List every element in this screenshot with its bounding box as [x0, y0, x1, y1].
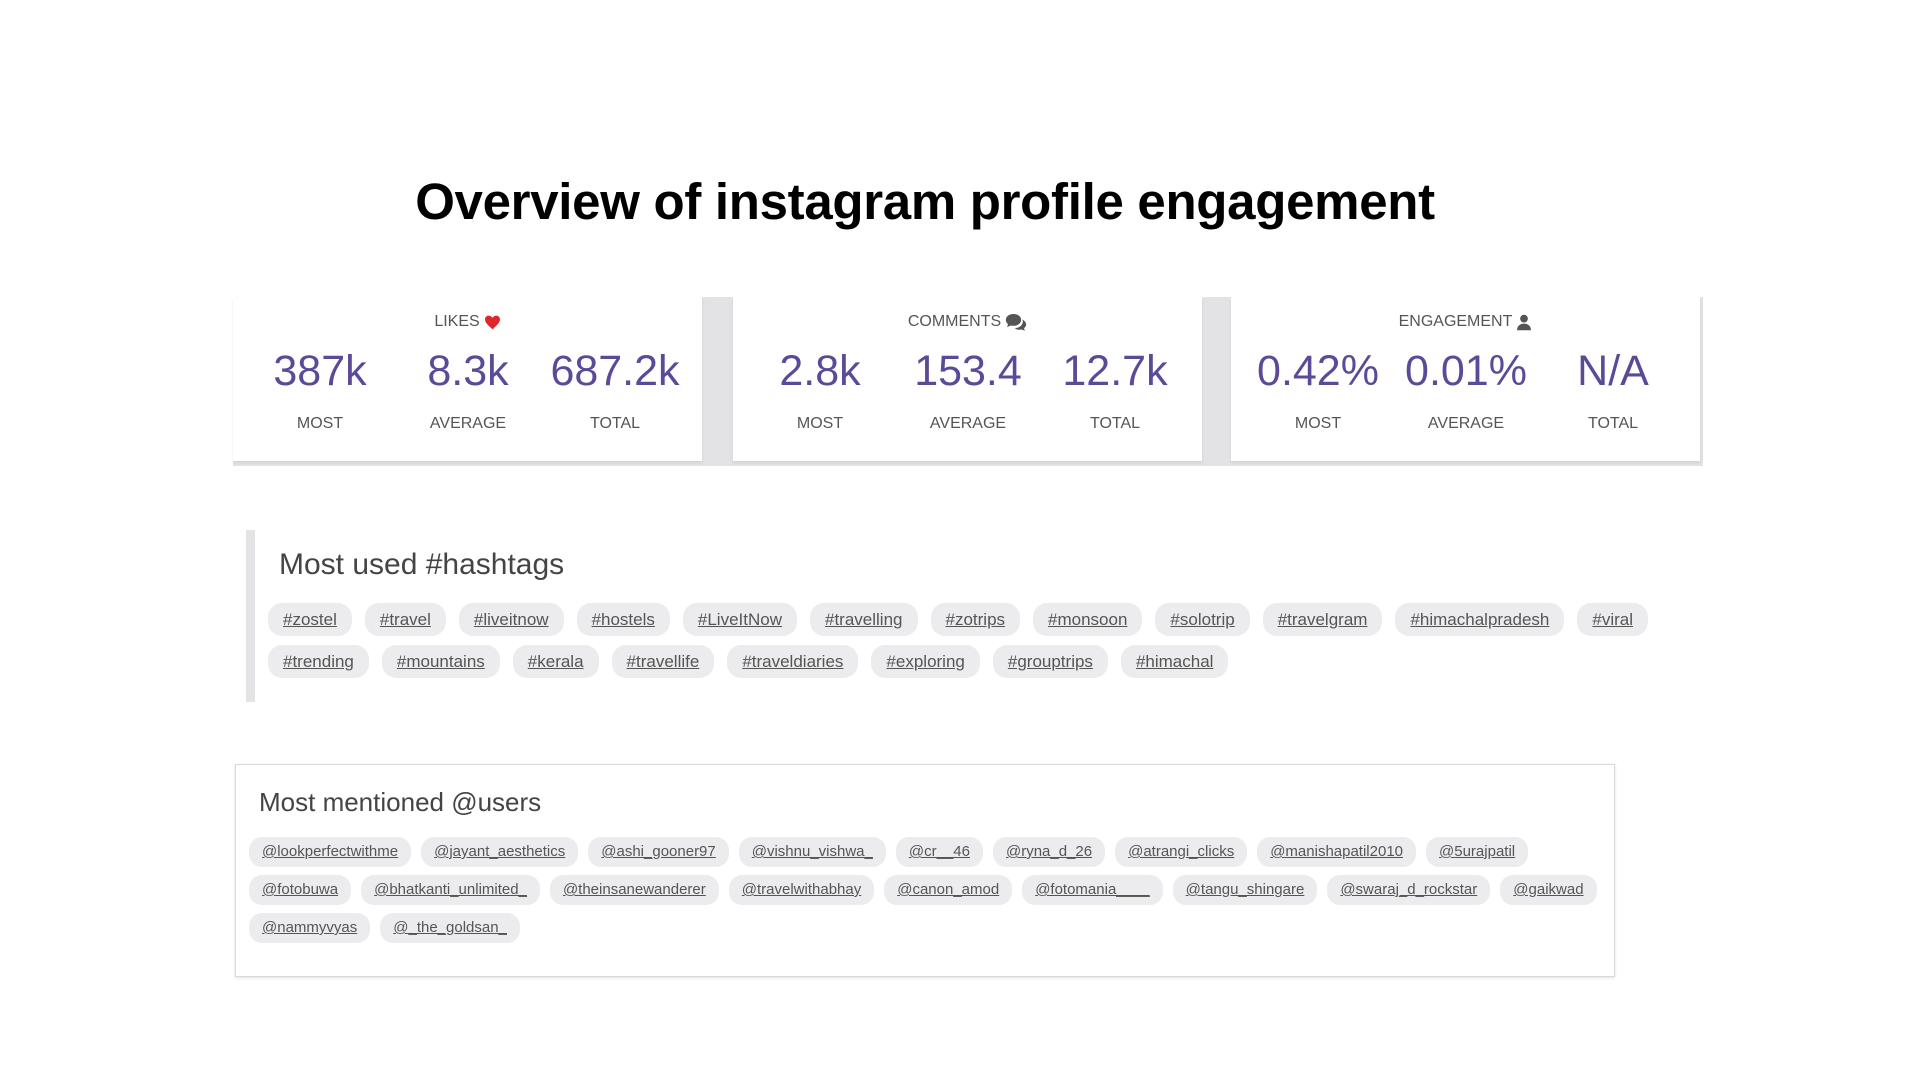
- mention-pill[interactable]: @travelwithabhay: [728, 875, 875, 905]
- hashtag-pill[interactable]: #mountains: [381, 645, 500, 678]
- hashtag-pill[interactable]: #exploring: [871, 645, 980, 678]
- stat-label: TOTAL: [1587, 415, 1639, 432]
- hashtag-pill[interactable]: #zotrips: [930, 603, 1021, 636]
- mention-pill[interactable]: @atrangi_clicks: [1115, 837, 1248, 867]
- page-title: Overview of instagram profile engagement: [415, 173, 1435, 230]
- hashtag-pill[interactable]: #hostels: [576, 603, 670, 636]
- engagement-header: ENGAGEMENT: [1231, 313, 1700, 331]
- hashtag-pill[interactable]: #liveitnow: [458, 603, 564, 636]
- stat-label: MOST: [1294, 415, 1342, 432]
- mention-pill[interactable]: @ryna_d_26: [992, 837, 1106, 867]
- stat-value: 12.7k: [1062, 347, 1168, 395]
- mention-pill[interactable]: @theinsanewanderer: [549, 875, 719, 905]
- user-icon: [1517, 314, 1532, 330]
- comments-header: COMMENTS: [733, 313, 1202, 331]
- stat-value: 387k: [273, 347, 367, 395]
- mention-pill[interactable]: @manishapatil2010: [1257, 837, 1417, 867]
- likes-header-label: LIKES: [434, 313, 480, 330]
- stat-value: 8.3k: [427, 347, 509, 395]
- mention-list: @lookperfectwithme @jayant_aesthetics @a…: [249, 837, 1609, 943]
- hashtag-pill[interactable]: #zostel: [268, 603, 352, 636]
- hashtag-pill[interactable]: #travelgram: [1262, 603, 1383, 636]
- hashtag-pill[interactable]: #trending: [268, 645, 369, 678]
- stat-label: TOTAL: [589, 415, 641, 432]
- mention-pill[interactable]: @canon_amod: [884, 875, 1013, 905]
- hashtags-section: Most used #hashtags #zostel #travel #liv…: [246, 530, 1675, 702]
- mentions-title: Most mentioned @users: [259, 787, 542, 817]
- stat-value: 687.2k: [550, 347, 680, 395]
- mention-pill[interactable]: @cr__46: [895, 837, 983, 867]
- mentions-section: Most mentioned @users @lookperfectwithme…: [235, 764, 1615, 977]
- hashtag-pill[interactable]: #travellife: [611, 645, 715, 678]
- hashtag-pill[interactable]: #solotrip: [1155, 603, 1250, 636]
- stat-label: AVERAGE: [1427, 415, 1505, 432]
- mention-pill[interactable]: @fotomania____: [1022, 875, 1163, 905]
- mention-pill[interactable]: @vishnu_vishwa_: [738, 837, 886, 867]
- comments-card: COMMENTS 2.8k MOST 153.4 AVERAGE 12.7k T…: [733, 297, 1202, 461]
- hashtag-pill[interactable]: #viral: [1577, 603, 1648, 636]
- stat-value: 0.42%: [1257, 347, 1379, 395]
- engagement-card: ENGAGEMENT 0.42% MOST 0.01% AVERAGE N/A …: [1231, 297, 1700, 461]
- comments-icon: [1006, 313, 1027, 331]
- stat-value: 2.8k: [779, 347, 861, 395]
- mention-pill[interactable]: @5urajpatil: [1426, 837, 1529, 867]
- stat-label: MOST: [296, 415, 344, 432]
- stat-label: AVERAGE: [429, 415, 507, 432]
- hashtag-pill[interactable]: #himachalpradesh: [1395, 603, 1565, 636]
- mention-pill[interactable]: @bhatkanti_unlimited_: [361, 875, 540, 905]
- comments-header-label: COMMENTS: [907, 313, 1002, 330]
- stat-value: 153.4: [914, 347, 1022, 395]
- hashtag-pill[interactable]: #travel: [364, 603, 446, 636]
- mention-pill[interactable]: @nammyvyas: [249, 913, 371, 943]
- mention-pill[interactable]: @gaikwad: [1500, 875, 1597, 905]
- mention-pill[interactable]: @jayant_aesthetics: [421, 837, 579, 867]
- hashtag-pill[interactable]: #grouptrips: [992, 645, 1108, 678]
- mention-pill[interactable]: @lookperfectwithme: [249, 837, 412, 867]
- hashtag-pill[interactable]: #himachal: [1120, 645, 1229, 678]
- mention-pill[interactable]: @_the_goldsan_: [380, 913, 520, 943]
- mention-pill[interactable]: @tangu_shingare: [1172, 875, 1318, 905]
- stat-label: TOTAL: [1089, 415, 1141, 432]
- mention-pill[interactable]: @ashi_gooner97: [588, 837, 729, 867]
- stat-value: 0.01%: [1405, 347, 1527, 395]
- engagement-header-label: ENGAGEMENT: [1398, 313, 1513, 330]
- heart-icon: [484, 315, 500, 329]
- hashtag-pill[interactable]: #LiveItNow: [682, 603, 797, 636]
- likes-header: LIKES: [233, 313, 702, 331]
- stat-label: MOST: [796, 415, 844, 432]
- hashtags-title: Most used #hashtags: [279, 548, 565, 581]
- likes-card: LIKES 387k MOST 8.3k AVERAGE 687.2k TOTA…: [233, 297, 702, 461]
- stat-value: N/A: [1577, 347, 1649, 395]
- hashtag-list: #zostel #travel #liveitnow #hostels #Liv…: [268, 603, 1668, 678]
- hashtag-pill[interactable]: #traveldiaries: [727, 645, 859, 678]
- mention-pill[interactable]: @fotobuwa: [249, 875, 352, 905]
- stat-label: AVERAGE: [929, 415, 1007, 432]
- hashtag-pill[interactable]: #kerala: [512, 645, 599, 678]
- stats-strip: LIKES 387k MOST 8.3k AVERAGE 687.2k TOTA…: [233, 297, 1703, 466]
- mention-pill[interactable]: @swaraj_d_rockstar: [1327, 875, 1491, 905]
- hashtag-pill[interactable]: #travelling: [810, 603, 918, 636]
- hashtag-pill[interactable]: #monsoon: [1033, 603, 1143, 636]
